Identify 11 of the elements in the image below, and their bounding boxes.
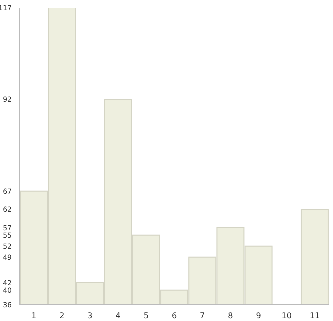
x-tick-label: 4: [116, 312, 121, 321]
x-tick-label: 1: [32, 312, 37, 321]
x-tick-label: 11: [310, 312, 320, 321]
x-tick-label: 6: [172, 312, 178, 321]
x-tick-label: 9: [256, 312, 262, 321]
x-tick-label: 7: [200, 312, 206, 321]
x-tick-label: 2: [60, 312, 65, 321]
x-tick-label: 5: [144, 312, 149, 321]
x-tick-label: 8: [228, 312, 234, 321]
x-tick-label: 10: [282, 312, 292, 321]
x-tick-label: 3: [88, 312, 93, 321]
